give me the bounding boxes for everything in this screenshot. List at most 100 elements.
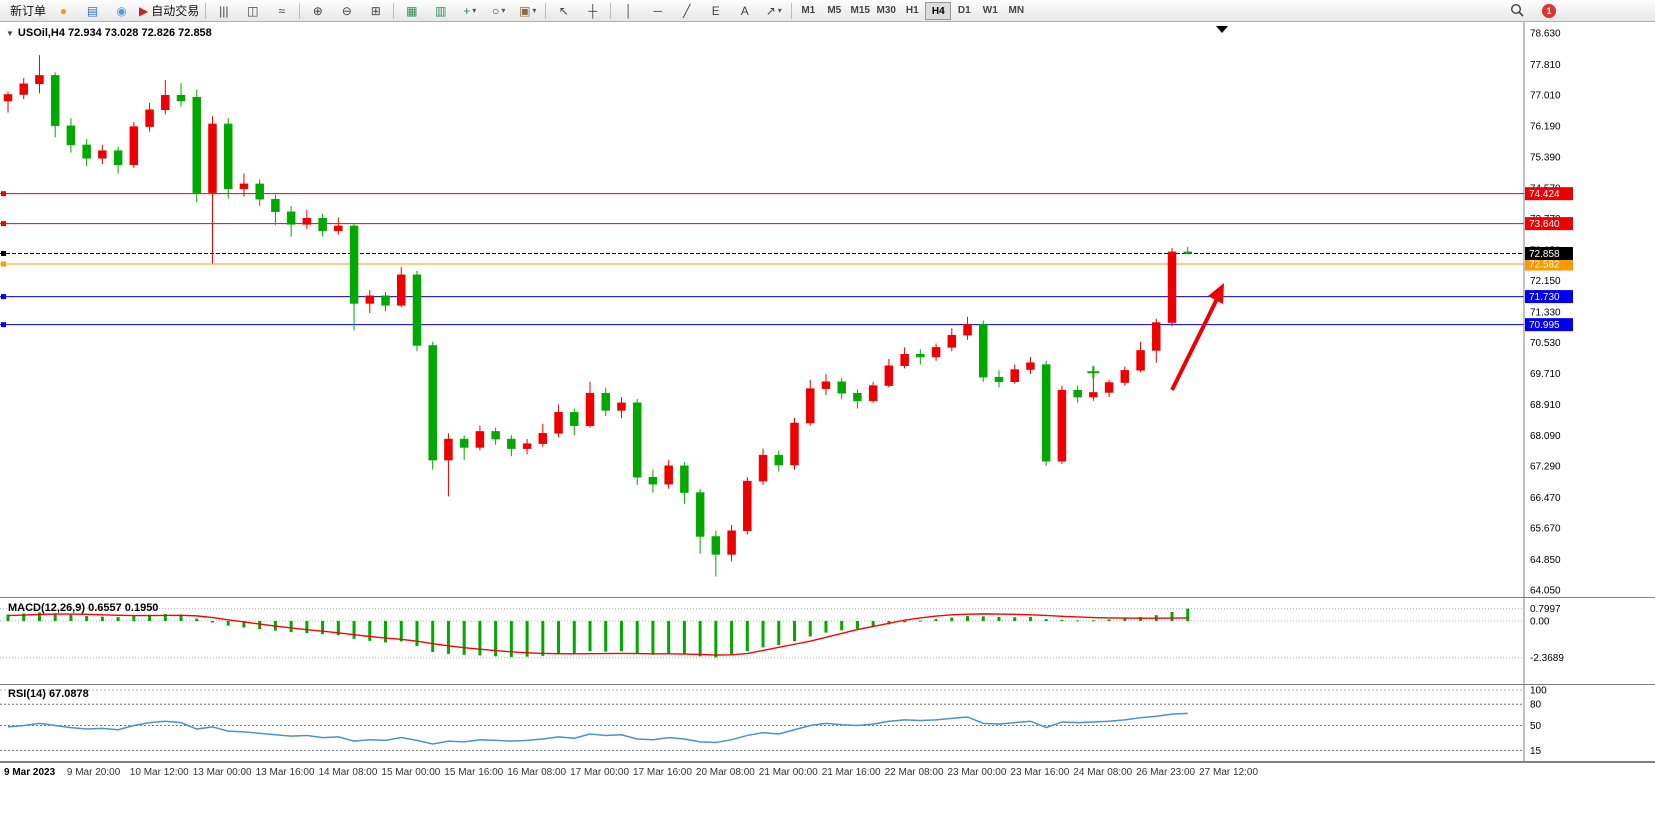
- timeframe-button-W1[interactable]: W1: [982, 4, 998, 16]
- new-chart-button[interactable]: + ▾: [455, 1, 484, 21]
- zoom-out-button[interactable]: ⊖: [332, 1, 361, 21]
- toolbar-buttons: 新订单 ● ▤ ◉ ▶ 自动交易 ||| ◫ ≈ ⊕ ⊖ ⊞ ▦ ▥ + ▾ ○ ▾ ▣ ▾ ↖ ┼ │ ─ ╱ E A ↗ ▾ M1 M5…: [4, 0, 1029, 21]
- macd-histogram: [6, 608, 1190, 658]
- coins-icon[interactable]: ●: [49, 1, 78, 21]
- time-label: 9 Mar 2023: [4, 767, 56, 778]
- new-order-button-label: 新订单: [10, 4, 47, 18]
- text-glyph: A: [740, 3, 749, 18]
- time-label: 21 Mar 16:00: [821, 767, 881, 778]
- dropdown-caret-icon[interactable]: ▾: [777, 6, 782, 15]
- svg-text:72.582: 72.582: [1529, 260, 1560, 271]
- svg-text:100: 100: [1530, 686, 1547, 697]
- arrows-glyph: ↗: [765, 3, 776, 18]
- toolbar-separator: [610, 2, 612, 19]
- timeframe-button-H4[interactable]: H4: [925, 1, 952, 20]
- cursor-button[interactable]: ↖: [549, 1, 578, 21]
- data-window-button[interactable]: ▥: [426, 1, 455, 21]
- toolbar-separator: [545, 2, 547, 19]
- time-label: 17 Mar 16:00: [633, 767, 692, 778]
- dropdown-caret-icon[interactable]: ▾: [501, 6, 506, 15]
- toolbar: 新订单 ● ▤ ◉ ▶ 自动交易 ||| ◫ ≈ ⊕ ⊖ ⊞ ▦ ▥ + ▾ ○ ▾ ▣ ▾ ↖ ┼ │ ─ ╱ E A ↗ ▾ M1 M5…: [0, 0, 1655, 22]
- svg-text:77.010: 77.010: [1530, 90, 1561, 101]
- toolbar-separator: [393, 2, 395, 19]
- time-label: 15 Mar 16:00: [444, 767, 504, 778]
- svg-text:80: 80: [1530, 700, 1542, 711]
- arrows-button[interactable]: ↗ ▾: [759, 1, 788, 21]
- toolbar-separator: [299, 2, 301, 19]
- periods-button[interactable]: ○ ▾: [484, 1, 513, 21]
- time-label: 23 Mar 00:00: [947, 767, 1007, 778]
- collapse-triangle-icon[interactable]: ▼: [6, 28, 14, 38]
- text-button[interactable]: A: [730, 1, 759, 21]
- timeframe-button-MN[interactable]: MN: [1008, 4, 1025, 16]
- macd-panel[interactable]: 0.7997 0.00 -2.3689: [0, 597, 1655, 684]
- coins-icon-glyph: ●: [59, 3, 68, 18]
- hlines-layer: [0, 191, 1524, 328]
- fibonacci-button[interactable]: E: [701, 1, 730, 21]
- vertical-line-button[interactable]: │: [614, 1, 643, 21]
- time-label: 13 Mar 00:00: [192, 767, 252, 778]
- rsi-panel[interactable]: 100 80 50 15: [0, 684, 1655, 762]
- price-axis: 78.63077.81077.01076.19075.39074.57073.7…: [1523, 22, 1561, 597]
- svg-text:74.424: 74.424: [1529, 189, 1560, 200]
- toolbar-right: 1: [1503, 1, 1651, 21]
- svg-text:78.630: 78.630: [1530, 29, 1561, 40]
- zoom-in-glyph: ⊕: [312, 3, 323, 18]
- timeframe-button-M1[interactable]: M1: [801, 4, 816, 16]
- charts-window-icon-glyph: ▤: [86, 3, 99, 18]
- zoom-in-button[interactable]: ⊕: [303, 1, 332, 21]
- svg-text:72.150: 72.150: [1530, 276, 1561, 287]
- fibonacci-glyph: E: [711, 3, 720, 18]
- dropdown-caret-icon[interactable]: ▾: [532, 6, 537, 15]
- toolbar-separator: [205, 2, 207, 19]
- rsi-label: RSI(14) 67.0878: [8, 688, 89, 700]
- timeframe-button-H1[interactable]: H1: [905, 4, 919, 16]
- profile-icon[interactable]: ◉: [107, 1, 136, 21]
- charts-window-icon[interactable]: ▤: [78, 1, 107, 21]
- svg-text:-2.3689: -2.3689: [1530, 653, 1564, 664]
- auto-trading-button[interactable]: ▶ 自动交易: [136, 1, 202, 21]
- time-label: 9 Mar 20:00: [66, 767, 121, 778]
- timeframe-button-D1[interactable]: D1: [957, 4, 971, 16]
- new-order-button[interactable]: 新订单: [4, 1, 49, 21]
- notification-badge[interactable]: 1: [1542, 3, 1556, 18]
- svg-text:77.810: 77.810: [1530, 60, 1561, 71]
- vertical-line-glyph: │: [625, 3, 633, 18]
- time-label: 26 Mar 23:00: [1136, 767, 1196, 778]
- svg-text:69.710: 69.710: [1530, 369, 1561, 380]
- svg-text:64.850: 64.850: [1530, 555, 1561, 566]
- timeframe-button-M5[interactable]: M5: [827, 4, 842, 16]
- time-label: 17 Mar 00:00: [570, 767, 630, 778]
- crosshair-glyph: ┼: [588, 3, 598, 18]
- time-label: 16 Mar 08:00: [507, 767, 567, 778]
- periods-glyph: ○: [492, 3, 500, 18]
- cursor-glyph: ↖: [558, 3, 569, 18]
- candles-layer: [3, 55, 1192, 577]
- chart-window: 78.63077.81077.01076.19075.39074.57073.7…: [0, 22, 1655, 828]
- time-axis[interactable]: 9 Mar 2023 9 Mar 20:00 10 Mar 12:00 13 Mar …: [0, 762, 1655, 785]
- time-label: 13 Mar 16:00: [255, 767, 315, 778]
- time-label: 10 Mar 12:00: [129, 767, 189, 778]
- tile-windows-button[interactable]: ⊞: [361, 1, 390, 21]
- indicators-glyph: ▦: [406, 3, 418, 18]
- time-label: 20 Mar 08:00: [695, 767, 755, 778]
- svg-text:71.330: 71.330: [1530, 307, 1561, 318]
- tile-windows-glyph: ⊞: [370, 3, 381, 18]
- dropdown-caret-icon[interactable]: ▾: [472, 6, 477, 15]
- svg-text:76.190: 76.190: [1530, 122, 1561, 133]
- time-label: 14 Mar 08:00: [318, 767, 378, 778]
- search-icon[interactable]: [1503, 1, 1532, 21]
- svg-text:71.730: 71.730: [1529, 292, 1560, 303]
- price-chart-panel[interactable]: 78.63077.81077.01076.19075.39074.57073.7…: [0, 22, 1655, 597]
- bar-chart-button[interactable]: |||: [209, 1, 238, 21]
- trendline-button[interactable]: ╱: [672, 1, 701, 21]
- timeframe-button-M15[interactable]: M15: [850, 4, 870, 16]
- templates-button[interactable]: ▣ ▾: [513, 1, 542, 21]
- line-chart-button[interactable]: ≈: [267, 1, 296, 21]
- candlestick-chart-button[interactable]: ◫: [238, 1, 267, 21]
- trendline-glyph: ╱: [683, 3, 691, 18]
- indicators-button[interactable]: ▦: [397, 1, 426, 21]
- crosshair-button[interactable]: ┼: [578, 1, 607, 21]
- timeframe-button-M30[interactable]: M30: [876, 4, 896, 16]
- horizontal-line-button[interactable]: ─: [643, 1, 672, 21]
